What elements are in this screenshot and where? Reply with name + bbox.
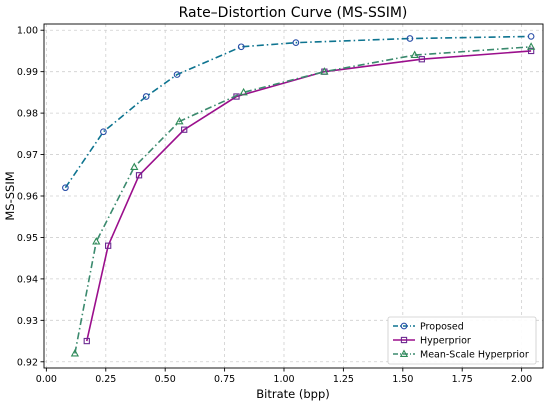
x-tick-label: 2.00 [511, 374, 532, 385]
data-point [320, 67, 329, 75]
data-point [410, 50, 419, 59]
legend-entry: Mean-Scale Hyperprior [393, 349, 529, 361]
axis-ticks: 0.00 0.25 0.50 0.75 1.00 1.25 1.50 1.75 2.00 0.92… [17, 26, 532, 385]
x-tick-label: 1.50 [392, 374, 413, 385]
series-line [85, 50, 532, 342]
legend: Proposed Hyperprior Mean-Scale Hyperprior [387, 316, 537, 365]
y-axis-label: MS-SSIM [3, 171, 17, 220]
data-point [92, 237, 101, 245]
data-point [181, 126, 188, 133]
data-point [130, 162, 139, 170]
x-tick-label: 1.00 [273, 374, 294, 385]
x-tick-label: 1.75 [452, 374, 473, 385]
x-tick-label: 0.00 [36, 374, 57, 385]
legend-label: Hyperprior [420, 336, 471, 347]
data-point [292, 39, 300, 47]
data-point [105, 242, 112, 249]
x-tick-label: 1.25 [333, 374, 354, 385]
chart-title: Rate–Distortion Curve (MS-SSIM) [179, 5, 408, 21]
data-point [62, 184, 69, 192]
y-tick-label: 0.98 [17, 109, 38, 120]
series-hyperprior [83, 47, 535, 345]
data-point [173, 71, 181, 78]
data-point [239, 87, 248, 96]
data-point [527, 47, 535, 55]
legend-label: Proposed [420, 322, 464, 333]
legend-box [387, 316, 537, 365]
data-point [70, 348, 80, 357]
legend-marker [400, 336, 408, 344]
y-tick-label: 0.92 [17, 357, 38, 368]
series-line [64, 35, 532, 189]
y-tick-label: 0.96 [17, 192, 38, 203]
data-point [142, 93, 150, 100]
series-line [74, 45, 532, 354]
series-proposed [62, 33, 535, 192]
data-point [526, 42, 536, 50]
x-axis-label: Bitrate (bpp) [256, 387, 329, 401]
legend-label: Mean-Scale Hyperprior [420, 350, 529, 361]
data-point [83, 337, 90, 345]
x-tick-label: 0.75 [214, 374, 235, 385]
y-tick-label: 0.99 [17, 67, 38, 78]
y-tick-label: 0.94 [17, 274, 38, 285]
data-point [175, 116, 184, 125]
legend-entry: Hyperprior [393, 336, 471, 347]
data-point [135, 172, 143, 179]
data-point [406, 35, 414, 42]
x-tick-label: 0.50 [155, 374, 176, 385]
x-tick-label: 0.25 [95, 374, 116, 385]
legend-marker [400, 322, 408, 330]
data-point [100, 128, 107, 136]
series-layer [62, 33, 536, 357]
y-tick-label: 0.95 [17, 233, 38, 244]
y-tick-label: 0.97 [17, 150, 38, 161]
data-point [527, 33, 535, 40]
y-tick-label: 0.93 [17, 316, 38, 327]
y-tick-label: 1.00 [17, 26, 38, 37]
data-point [237, 43, 245, 51]
data-point [418, 56, 425, 63]
legend-marker [399, 349, 409, 357]
series-mean-scale-hyperprior [70, 42, 536, 357]
legend-entry: Proposed [393, 322, 464, 333]
